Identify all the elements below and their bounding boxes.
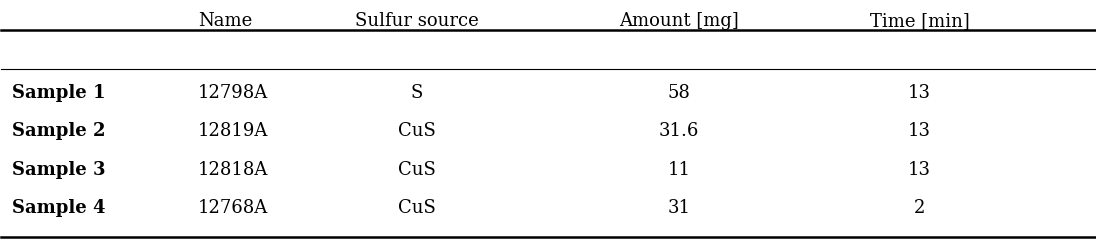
Text: 58: 58 <box>667 84 690 102</box>
Text: 31: 31 <box>667 199 690 217</box>
Text: Sample 4: Sample 4 <box>12 199 106 217</box>
Text: 13: 13 <box>909 122 932 140</box>
Text: 13: 13 <box>909 84 932 102</box>
Text: Name: Name <box>198 12 252 30</box>
Text: 31.6: 31.6 <box>659 122 699 140</box>
Text: CuS: CuS <box>398 122 436 140</box>
Text: 12798A: 12798A <box>198 84 269 102</box>
Text: CuS: CuS <box>398 199 436 217</box>
Text: 12818A: 12818A <box>198 161 269 179</box>
Text: Sulfur source: Sulfur source <box>355 12 479 30</box>
Text: 12819A: 12819A <box>198 122 269 140</box>
Text: Sample 3: Sample 3 <box>12 161 106 179</box>
Text: Sample 1: Sample 1 <box>12 84 106 102</box>
Text: 13: 13 <box>909 161 932 179</box>
Text: 2: 2 <box>914 199 925 217</box>
Text: Sample 2: Sample 2 <box>12 122 106 140</box>
Text: Amount [mg]: Amount [mg] <box>619 12 739 30</box>
Text: CuS: CuS <box>398 161 436 179</box>
Text: 12768A: 12768A <box>198 199 269 217</box>
Text: Time [min]: Time [min] <box>870 12 970 30</box>
Text: S: S <box>411 84 423 102</box>
Text: 11: 11 <box>667 161 690 179</box>
